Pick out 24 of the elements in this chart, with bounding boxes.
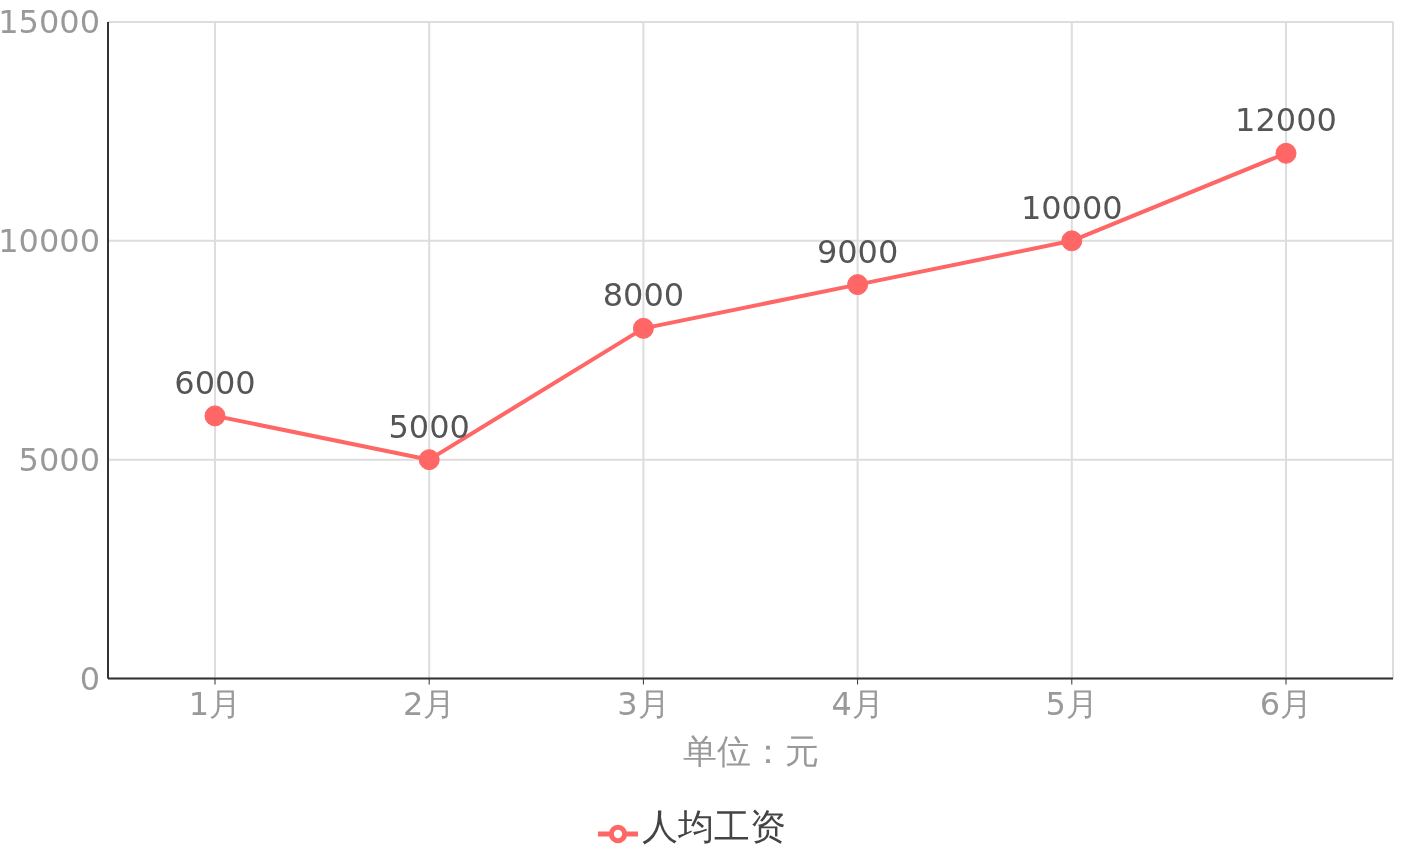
data-label: 5000	[388, 407, 470, 446]
y-tick-label: 0	[79, 659, 100, 698]
y-tick-label: 15000	[0, 3, 100, 42]
legend-label: 人均工资	[641, 805, 786, 847]
data-label: 10000	[1020, 188, 1123, 227]
point	[1061, 230, 1083, 252]
point	[418, 449, 440, 471]
y-tick-label: 5000	[18, 441, 100, 480]
y-tick-label: 10000	[0, 222, 100, 261]
data-label: 9000	[816, 232, 899, 271]
x-tick-label: 6月	[1259, 685, 1313, 724]
data-label: 12000	[1235, 101, 1337, 140]
x-tick-label: 3月	[617, 685, 670, 724]
data-label: 8000	[602, 276, 685, 315]
data-label: 6000	[174, 363, 256, 402]
point	[632, 317, 654, 339]
x-tick-label: 1月	[188, 685, 242, 724]
x-tick-label: 2月	[403, 685, 456, 724]
point	[847, 274, 869, 296]
point	[204, 405, 226, 427]
x-tick-label: 5月	[1045, 685, 1098, 724]
x-tick-label: 4月	[831, 685, 884, 724]
x-axis-title: 单位：元	[682, 730, 819, 771]
point	[1275, 142, 1297, 164]
